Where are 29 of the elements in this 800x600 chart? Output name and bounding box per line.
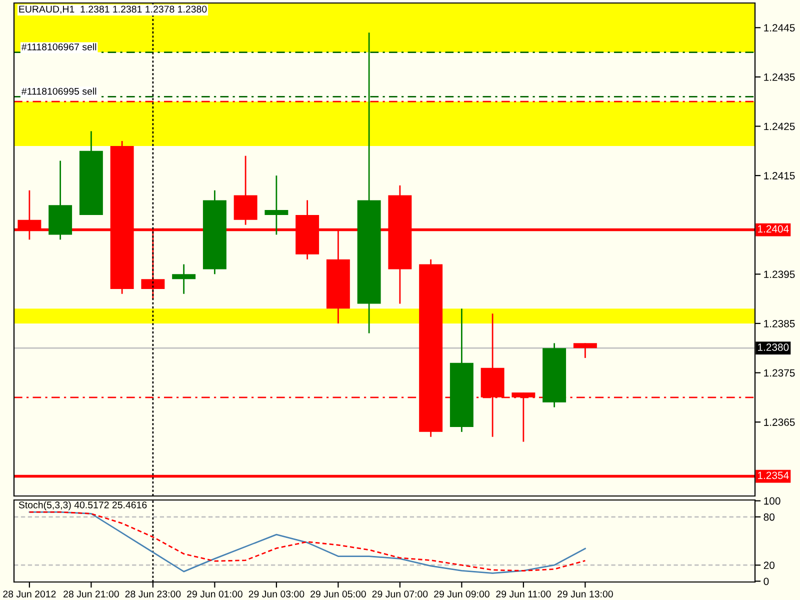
y-tick-label: 1.2365 bbox=[764, 418, 795, 426]
y-tick-label: 1.2425 bbox=[764, 122, 795, 130]
x-tick-label: 29 Jun 03:00 bbox=[248, 590, 304, 598]
chart-title: EURAUD,H1 1.2381 1.2381 1.2378 1.2380 bbox=[19, 6, 207, 14]
ref-line-label: #1118106967 sell bbox=[21, 43, 96, 50]
ref-line-label: 1.2354 bbox=[758, 472, 789, 480]
y-tick-label: 1.2435 bbox=[764, 73, 795, 81]
y-tick-label: 1.2375 bbox=[764, 369, 795, 377]
x-tick-label: 29 Jun 07:00 bbox=[372, 590, 428, 598]
x-tick-label: 28 Jun 2012 bbox=[3, 590, 56, 598]
y-tick-label: 100 bbox=[764, 497, 780, 505]
y-tick-label: 1.2395 bbox=[764, 270, 795, 278]
ref-line-label: 1.2404 bbox=[758, 225, 789, 233]
x-tick-label: 29 Jun 09:00 bbox=[434, 590, 490, 598]
ref-line-label: 1.2380 bbox=[758, 344, 789, 351]
x-tick-label: 29 Jun 01:00 bbox=[187, 590, 242, 598]
y-tick-label: 1.2445 bbox=[764, 24, 795, 32]
ref-line-label: #1118106995 sell bbox=[21, 88, 96, 95]
y-tick-label: 0 bbox=[764, 578, 769, 586]
y-tick-label: 1.2385 bbox=[764, 320, 795, 328]
y-tick-label: 80 bbox=[764, 513, 775, 521]
x-tick-label: 28 Jun 23:00 bbox=[125, 590, 181, 598]
x-tick-label: 29 Jun 05:00 bbox=[310, 590, 366, 598]
x-tick-label: 29 Jun 11:00 bbox=[496, 590, 551, 598]
x-tick-label: 28 Jun 21:00 bbox=[64, 590, 119, 598]
chart-title: Stoch(5,3,3) 40.5172 25.4616 bbox=[18, 501, 147, 510]
y-tick-label: 20 bbox=[764, 562, 775, 569]
x-tick-label: 29 Jun 13:00 bbox=[558, 590, 613, 598]
y-tick-label: 1.2415 bbox=[764, 172, 795, 180]
